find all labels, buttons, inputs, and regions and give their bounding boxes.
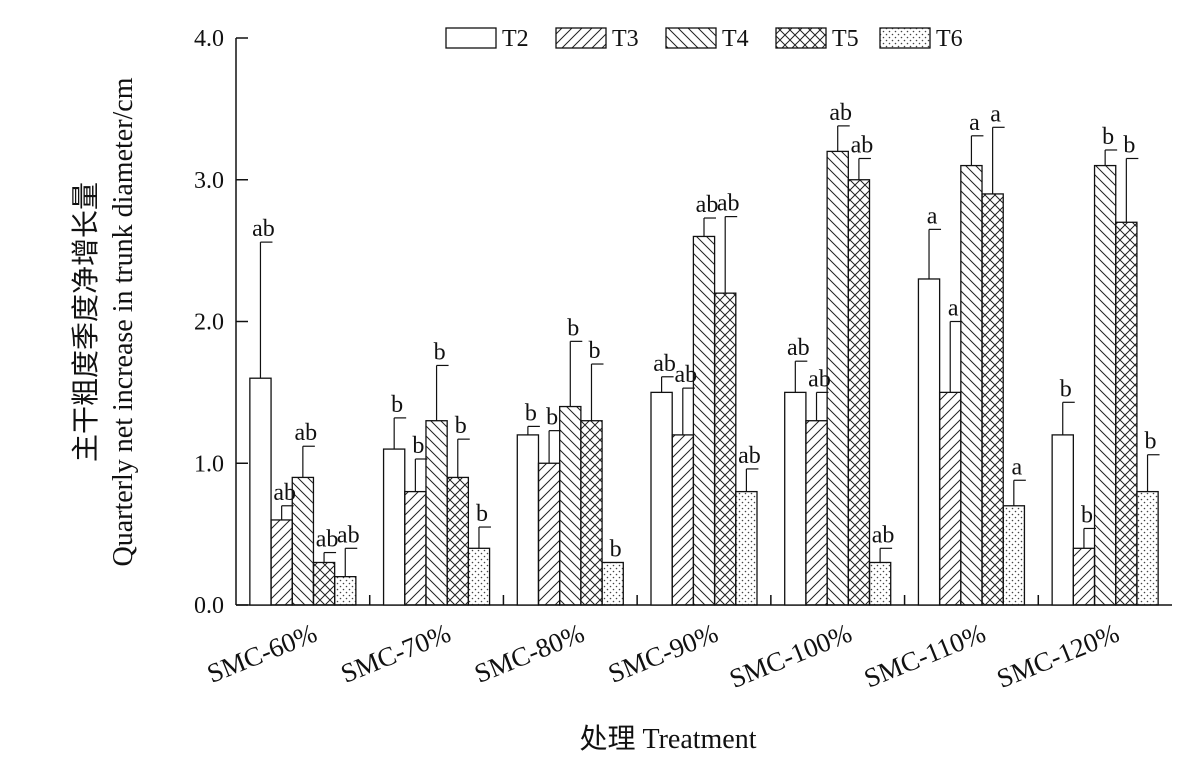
bar-T6-SMC-110% bbox=[1002, 505, 1026, 606]
legend-swatch-T5 bbox=[775, 27, 827, 49]
significance-label: b bbox=[434, 339, 446, 365]
significance-label: ab bbox=[273, 480, 296, 506]
significance-label: b bbox=[1123, 132, 1135, 158]
error-bars bbox=[259, 125, 1160, 577]
y-tick-label: 3.0 bbox=[194, 168, 224, 194]
y-tick-label: 0.0 bbox=[194, 593, 224, 619]
y-axis-title-en: Quarterly net increase in trunk diameter… bbox=[108, 77, 139, 566]
significance-label: ab bbox=[738, 443, 761, 469]
bar-T4-SMC-110% bbox=[960, 164, 983, 606]
bar-T3-SMC-120% bbox=[1072, 547, 1096, 606]
bar-T5-SMC-60% bbox=[312, 561, 336, 606]
significance-label: ab bbox=[787, 335, 810, 361]
significance-label: a bbox=[1012, 454, 1023, 480]
bar-T5-SMC-100% bbox=[847, 179, 871, 606]
bar-T4-SMC-80% bbox=[559, 405, 582, 606]
bar-T4-SMC-90% bbox=[692, 235, 716, 606]
significance-label: ab bbox=[295, 420, 318, 446]
bar-T3-SMC-80% bbox=[537, 462, 561, 606]
significance-label: b bbox=[412, 433, 424, 459]
bars bbox=[249, 150, 1159, 606]
bar-T2-SMC-80% bbox=[516, 434, 540, 606]
y-axis-title-cn: 主干粗度季度净增长量 bbox=[70, 182, 102, 462]
bar-T2-SMC-60% bbox=[249, 377, 272, 606]
significance-label: ab bbox=[717, 191, 740, 217]
significance-label: b bbox=[588, 338, 600, 364]
x-tick-label: SMC-80% bbox=[470, 618, 588, 689]
significance-label: b bbox=[1102, 124, 1114, 150]
bar-T6-SMC-80% bbox=[601, 561, 624, 606]
bar-T5-SMC-80% bbox=[580, 420, 603, 606]
significance-label: ab bbox=[674, 362, 697, 388]
legend-label-T2: T2 bbox=[502, 26, 529, 52]
bar-T2-SMC-70% bbox=[382, 448, 406, 606]
bar-T3-SMC-70% bbox=[404, 490, 427, 606]
significance-label: a bbox=[990, 101, 1001, 127]
legend-label-T4: T4 bbox=[722, 26, 749, 52]
legend-label-T6: T6 bbox=[936, 26, 963, 52]
x-axis-title: 处理 Treatment bbox=[579, 723, 756, 755]
legend-label-T3: T3 bbox=[612, 26, 639, 52]
significance-label: b bbox=[610, 536, 622, 562]
y-tick-label: 1.0 bbox=[194, 451, 224, 477]
x-tick-label: SMC-100% bbox=[725, 618, 856, 694]
x-tick-label: SMC-120% bbox=[993, 618, 1124, 694]
significance-label: ab bbox=[808, 366, 831, 392]
significance-label: ab bbox=[696, 192, 719, 218]
x-tick-label: SMC-110% bbox=[860, 618, 990, 694]
bar-T6-SMC-90% bbox=[735, 490, 758, 606]
significance-label: b bbox=[476, 501, 488, 527]
bar-T6-SMC-60% bbox=[334, 576, 357, 606]
significance-label: b bbox=[567, 315, 579, 341]
significance-label: ab bbox=[829, 100, 852, 126]
bar-T4-SMC-70% bbox=[425, 420, 448, 606]
bar-T3-SMC-100% bbox=[805, 420, 828, 606]
bar-T5-SMC-70% bbox=[446, 476, 470, 606]
significance-label: a bbox=[969, 110, 980, 136]
legend-swatch-T4 bbox=[665, 27, 717, 49]
bar-T6-SMC-100% bbox=[868, 561, 892, 606]
bar-T6-SMC-120% bbox=[1136, 490, 1159, 606]
significance-label: ab bbox=[653, 351, 676, 377]
significance-label: b bbox=[1081, 502, 1093, 528]
bar-T2-SMC-90% bbox=[650, 391, 673, 606]
bar-T3-SMC-90% bbox=[671, 434, 695, 606]
bar-T5-SMC-120% bbox=[1115, 221, 1138, 606]
x-tick-label: SMC-60% bbox=[203, 618, 321, 689]
significance-label: ab bbox=[872, 522, 895, 548]
bar-T3-SMC-110% bbox=[938, 391, 962, 606]
significance-label: a bbox=[927, 203, 938, 229]
significance-label: b bbox=[391, 392, 403, 418]
bar-T3-SMC-60% bbox=[270, 519, 293, 606]
x-tick-label: SMC-90% bbox=[604, 618, 722, 689]
significance-label: ab bbox=[252, 216, 275, 242]
legend-swatch-T6 bbox=[879, 27, 931, 49]
legend-swatch-T2 bbox=[445, 27, 497, 49]
significance-label: ab bbox=[337, 522, 360, 548]
significance-label: b bbox=[525, 400, 537, 426]
bar-T5-SMC-110% bbox=[981, 193, 1004, 606]
x-tick-label: SMC-70% bbox=[336, 618, 454, 689]
bar-T4-SMC-120% bbox=[1093, 164, 1117, 606]
bar-T2-SMC-100% bbox=[784, 391, 807, 606]
significance-label: b bbox=[1145, 429, 1157, 455]
significance-label: b bbox=[546, 405, 558, 431]
bar-T6-SMC-70% bbox=[467, 547, 491, 606]
significance-label: ab bbox=[316, 527, 339, 553]
significance-label: ab bbox=[851, 132, 874, 158]
y-tick-label: 2.0 bbox=[194, 310, 224, 336]
legend-label-T5: T5 bbox=[832, 26, 859, 52]
y-tick-label: 4.0 bbox=[194, 26, 224, 52]
legend: T2 T3 T4 T5 T6 bbox=[445, 26, 963, 52]
significance-label: a bbox=[948, 296, 959, 322]
legend-swatch-T3 bbox=[555, 27, 607, 49]
significance-label: b bbox=[1060, 376, 1072, 402]
significance-label: b bbox=[455, 413, 467, 439]
bar-T2-SMC-120% bbox=[1051, 434, 1074, 606]
bar-T5-SMC-90% bbox=[713, 292, 737, 606]
bar-T2-SMC-110% bbox=[917, 278, 941, 606]
